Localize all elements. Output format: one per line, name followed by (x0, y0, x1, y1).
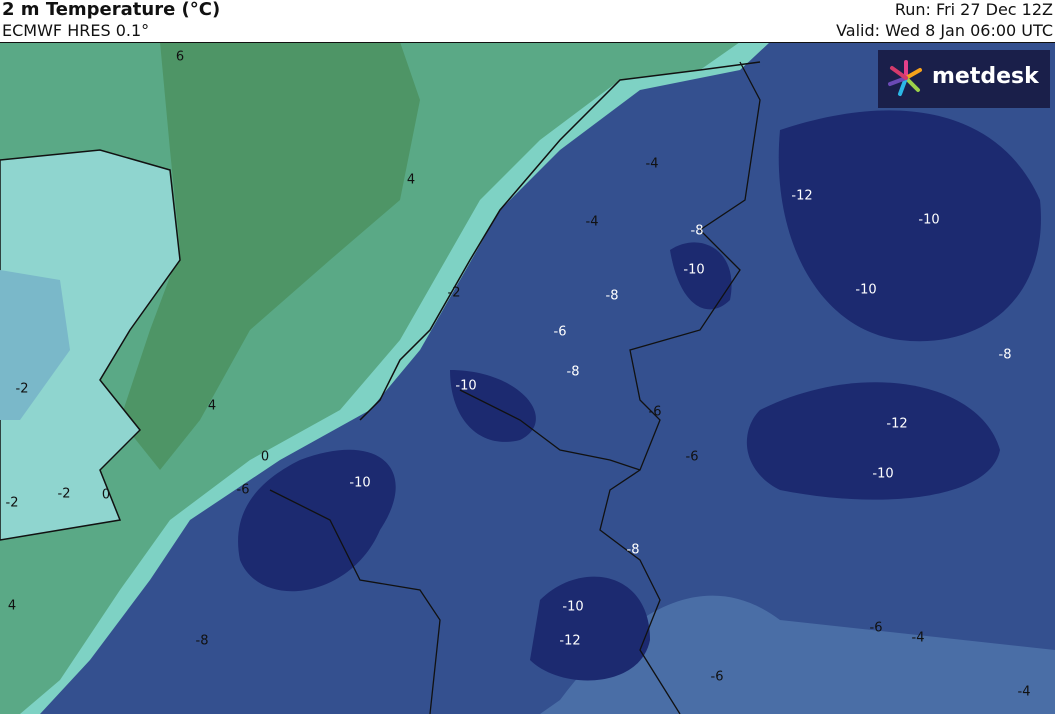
cold-core (238, 449, 396, 592)
contour-label: -6 (554, 325, 567, 340)
logo-icon (888, 60, 922, 96)
contour-label: -8 (627, 543, 640, 558)
title: 2 m Temperature (°C) (2, 0, 221, 20)
uk-cold (0, 270, 70, 420)
cold-core (670, 242, 732, 310)
contour-label: -6 (237, 483, 250, 498)
logo-text: metdesk (932, 64, 1039, 89)
borders (269, 61, 761, 714)
valid-time: Valid: Wed 8 Jan 06:00 UTC (836, 21, 1053, 40)
contour-label: -8 (567, 365, 580, 380)
contour-label: -2 (16, 382, 29, 397)
contour-label: -6 (686, 450, 699, 465)
contour-label: -10 (683, 263, 704, 278)
run-time: Run: Fri 27 Dec 12Z (894, 0, 1053, 19)
contour-label: 0 (261, 450, 269, 465)
contour-label: -12 (886, 417, 907, 432)
contour-label: -2 (6, 496, 19, 511)
contour-label: -8 (196, 634, 209, 649)
subtitle: ECMWF HRES 0.1° (2, 21, 150, 40)
contour-label: -4 (586, 215, 599, 230)
cold-core (778, 110, 1041, 342)
contour-label: -2 (448, 286, 461, 301)
contour-label: -10 (918, 213, 939, 228)
contour-label: -8 (606, 289, 619, 304)
coastline (359, 61, 761, 421)
contour-label: 6 (176, 50, 184, 65)
contour-label: -10 (349, 476, 370, 491)
contour-label: 0 (102, 488, 110, 503)
contour-label: -2 (58, 487, 71, 502)
contour-label: -4 (912, 631, 925, 646)
contour-label: -12 (559, 634, 580, 649)
contour-label: -4 (1018, 685, 1031, 700)
contour-label: -10 (455, 379, 476, 394)
contour-label: 4 (208, 399, 216, 414)
contour-label: -6 (711, 670, 724, 685)
contour-label: -10 (872, 467, 893, 482)
contour-label: -6 (649, 405, 662, 420)
contour-label: -4 (646, 157, 659, 172)
contour-label: 4 (8, 599, 16, 614)
map: 6 4 4 -2 -2 -2 0 0 -6 -10 -8 4 -2 -4 -4 … (0, 42, 1055, 714)
logo-box: metdesk (878, 50, 1050, 108)
contour-label: -8 (999, 348, 1012, 363)
contour-label: -10 (855, 283, 876, 298)
cold-core (530, 576, 650, 681)
contour-label: -12 (791, 189, 812, 204)
contour-label: -8 (691, 224, 704, 239)
cold-core (746, 382, 1000, 500)
contour-label: -6 (870, 621, 883, 636)
warm-zone (540, 595, 1055, 714)
warm-sea (120, 42, 420, 470)
contour-label: 4 (407, 173, 415, 188)
contour-label: -10 (562, 600, 583, 615)
uk-coast (0, 149, 181, 541)
